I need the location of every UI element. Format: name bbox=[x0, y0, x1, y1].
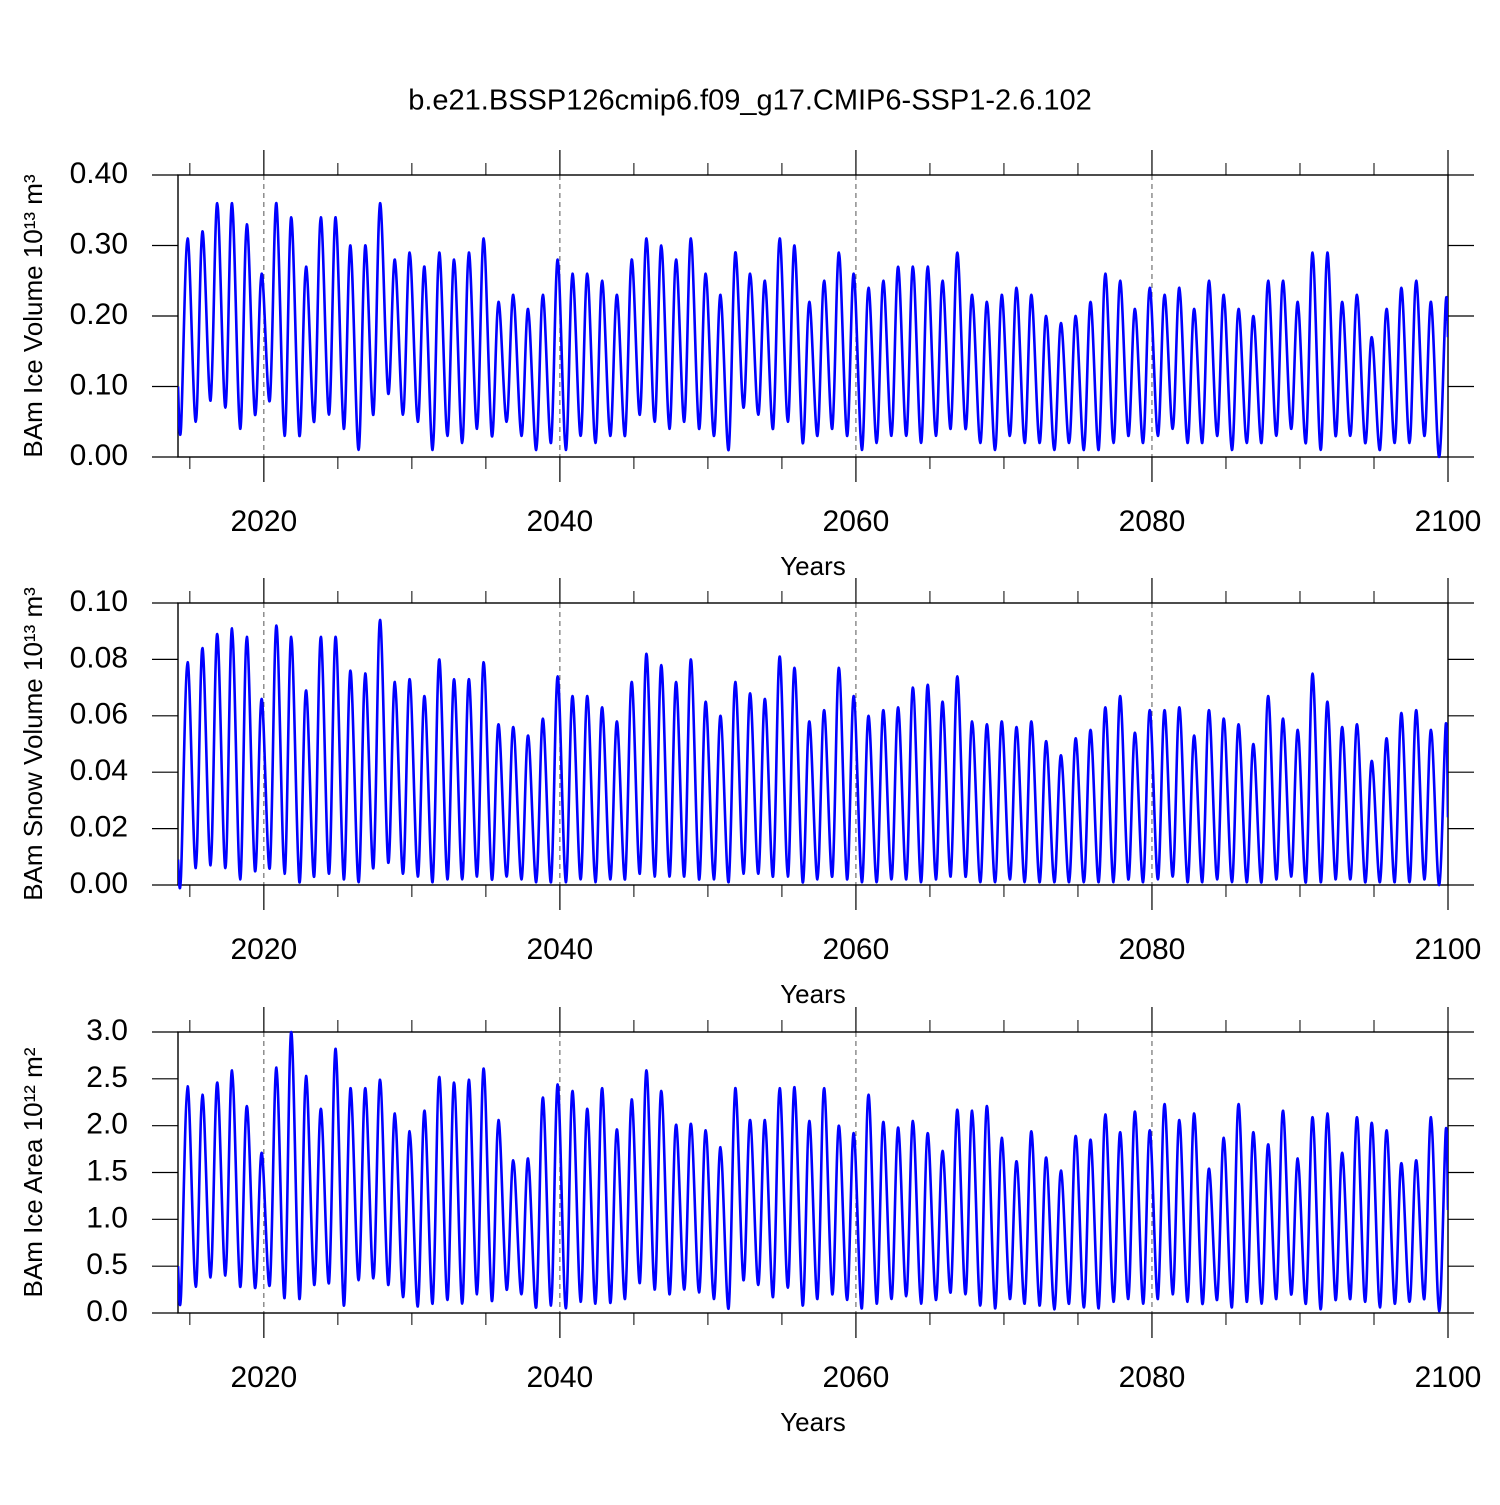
x-tick-label: 2060 bbox=[823, 505, 890, 538]
x-tick-label: 2040 bbox=[527, 505, 594, 538]
x-tick-label: 2100 bbox=[1415, 1361, 1482, 1394]
x-tick-label: 2100 bbox=[1415, 933, 1482, 966]
x-tick-label: 2040 bbox=[527, 1361, 594, 1394]
y-axis-label: BAm Ice Volume 10¹³ m³ bbox=[18, 174, 48, 458]
y-tick-label: 0.04 bbox=[70, 754, 128, 787]
x-tick-label: 2100 bbox=[1415, 505, 1482, 538]
y-tick-label: 0.10 bbox=[70, 368, 128, 401]
x-tick-label: 2080 bbox=[1119, 933, 1186, 966]
y-tick-label: 3.0 bbox=[86, 1014, 128, 1047]
y-tick-label: 0.5 bbox=[86, 1248, 128, 1281]
x-axis-label: Years bbox=[780, 1407, 846, 1437]
x-tick-label: 2020 bbox=[230, 1361, 297, 1394]
y-axis-label: BAm Snow Volume 10¹³ m³ bbox=[18, 587, 48, 901]
y-tick-label: 0.0 bbox=[86, 1295, 128, 1328]
y-tick-label: 1.0 bbox=[86, 1201, 128, 1234]
x-tick-label: 2020 bbox=[230, 933, 297, 966]
x-axis-label: Years bbox=[780, 551, 846, 581]
x-tick-label: 2060 bbox=[823, 933, 890, 966]
y-tick-label: 0.00 bbox=[70, 867, 128, 900]
y-tick-label: 2.5 bbox=[86, 1061, 128, 1094]
x-axis-label: Years bbox=[780, 979, 846, 1009]
y-tick-label: 0.20 bbox=[70, 298, 128, 331]
y-tick-label: 0.02 bbox=[70, 811, 128, 844]
data-line bbox=[178, 1030, 1448, 1313]
y-tick-label: 0.00 bbox=[70, 439, 128, 472]
x-tick-label: 2080 bbox=[1119, 505, 1186, 538]
x-tick-label: 2060 bbox=[823, 1361, 890, 1394]
data-line bbox=[178, 201, 1448, 459]
x-tick-label: 2020 bbox=[230, 505, 297, 538]
chart-title: b.e21.BSSP126cmip6.f09_g17.CMIP6-SSP1-2.… bbox=[408, 85, 1092, 117]
y-tick-label: 0.08 bbox=[70, 641, 128, 674]
y-tick-label: 0.06 bbox=[70, 698, 128, 731]
y-tick-label: 0.40 bbox=[70, 157, 128, 190]
y-axis-label: BAm Ice Area 10¹² m² bbox=[18, 1047, 48, 1297]
y-tick-label: 0.30 bbox=[70, 227, 128, 260]
y-tick-label: 2.0 bbox=[86, 1108, 128, 1141]
x-tick-label: 2080 bbox=[1119, 1361, 1186, 1394]
x-tick-label: 2040 bbox=[527, 933, 594, 966]
data-line bbox=[178, 618, 1448, 890]
y-tick-label: 0.10 bbox=[70, 585, 128, 618]
y-tick-label: 1.5 bbox=[86, 1154, 128, 1187]
